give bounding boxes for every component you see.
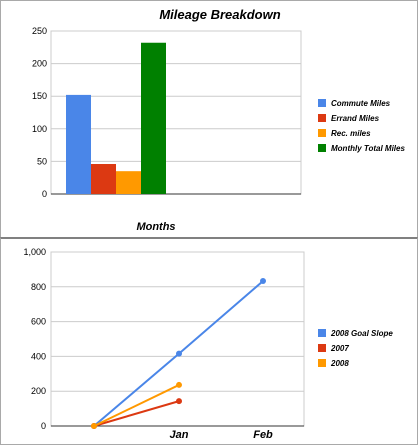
data-point: [176, 381, 182, 388]
y-tick-label: 800: [31, 282, 46, 292]
data-point: [260, 278, 266, 285]
y-tick-label: 0: [42, 189, 47, 199]
legend-swatch: [318, 144, 326, 152]
bar: [141, 42, 166, 195]
legend-label: 2007: [330, 344, 349, 353]
y-tick-label: 50: [37, 156, 47, 166]
y-tick-label: 100: [32, 124, 47, 134]
y-tick-label: 400: [31, 351, 46, 361]
legend-label: Monthly Total Miles: [331, 144, 405, 153]
y-tick-label: 250: [32, 26, 47, 36]
legend-swatch: [318, 329, 326, 337]
legend-label: 2008: [330, 359, 349, 368]
legend-swatch: [318, 344, 326, 352]
x-axis-label: Months: [136, 221, 175, 233]
legend-label: Errand Miles: [331, 114, 380, 123]
cumulative-miles-chart-panel: 0 200 400 600 800 1,000 Jan Feb 2008 Goal Slop…: [0, 237, 418, 445]
y-tick-label: 0: [41, 421, 46, 431]
x-tick-label: Feb: [253, 429, 273, 441]
series-line: [93, 384, 180, 427]
data-point: [176, 398, 182, 405]
y-tick-label: 600: [31, 317, 46, 327]
y-tick-label: 200: [32, 59, 47, 69]
legend-swatch: [318, 359, 326, 367]
legend-swatch: [318, 99, 326, 107]
cumulative-miles-chart: 0 200 400 600 800 1,000 Jan Feb 2008 Goal Slop…: [23, 247, 393, 441]
bar: [91, 164, 116, 194]
data-point: [176, 350, 182, 357]
legend-label: Commute Miles: [331, 99, 391, 108]
legend-swatch: [318, 114, 326, 122]
y-tick-label: 200: [31, 386, 46, 396]
legend-swatch: [318, 129, 326, 137]
legend-label: Rec. miles: [331, 129, 371, 138]
bar: [116, 171, 141, 194]
bar: [66, 94, 91, 194]
x-tick-label: Jan: [170, 429, 189, 441]
mileage-breakdown-chart: Mileage Breakdown 0 50 100 150 200 250 Months…: [32, 7, 406, 233]
legend-label: 2008 Goal Slope: [330, 329, 393, 338]
mileage-breakdown-chart-panel: Mileage Breakdown 0 50 100 150 200 250 Months…: [0, 0, 418, 238]
chart-title: Mileage Breakdown: [159, 7, 280, 22]
data-point: [91, 423, 97, 429]
series-line: [93, 400, 180, 427]
y-tick-label: 150: [32, 91, 47, 101]
y-tick-label: 1,000: [23, 247, 46, 257]
